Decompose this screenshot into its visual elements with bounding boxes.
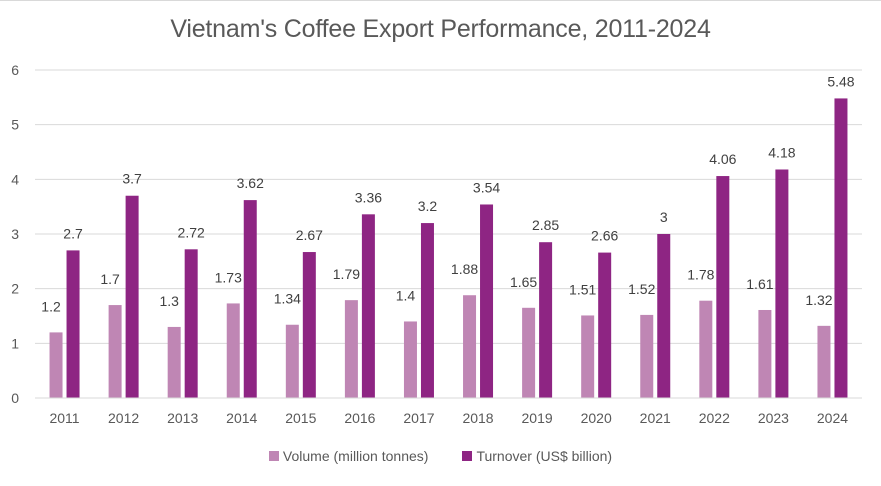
- data-label-turnover-2012: 3.7: [122, 171, 142, 187]
- bar-turnover-2016: [361, 214, 375, 398]
- data-label-turnover-2013: 2.72: [178, 224, 205, 240]
- data-label-volume-2015: 1.34: [274, 291, 301, 307]
- data-label-turnover-2023: 4.18: [768, 144, 795, 160]
- bar-turnover-2018: [480, 204, 494, 398]
- x-tick-label: 2016: [344, 410, 375, 426]
- bar-volume-2022: [699, 300, 713, 398]
- bar-volume-2018: [463, 295, 477, 398]
- data-label-turnover-2015: 2.67: [296, 227, 323, 243]
- data-label-volume-2017: 1.4: [396, 287, 416, 303]
- legend-item-volume: Volume (million tonnes): [268, 448, 429, 464]
- legend-item-turnover: Turnover (US$ billion): [462, 448, 612, 464]
- data-label-turnover-2022: 4.06: [709, 151, 736, 167]
- data-label-volume-2023: 1.61: [746, 276, 773, 292]
- data-label-turnover-2024: 5.48: [827, 73, 854, 89]
- chart-plot-area: 0 1 2 3 4 5 6 1.2 2.7 2011 1.7 3.7 2012 1.3 2.72 2013 1.…: [11, 62, 862, 426]
- data-label-volume-2021: 1.52: [628, 281, 655, 297]
- x-tick-label: 2011: [49, 410, 79, 426]
- x-tick-label: 2022: [699, 410, 730, 426]
- data-label-volume-2013: 1.3: [159, 293, 179, 309]
- x-tick-label: 2020: [581, 410, 612, 426]
- legend-label-volume: Volume (million tonnes): [282, 448, 429, 464]
- data-label-volume-2022: 1.78: [687, 267, 714, 283]
- data-label-turnover-2018: 3.54: [473, 179, 500, 195]
- x-tick-label: 2013: [167, 410, 198, 426]
- data-label-turnover-2014: 3.62: [237, 175, 264, 191]
- bar-turnover-2017: [420, 223, 434, 398]
- x-tick-label: 2015: [285, 410, 316, 426]
- x-tick-label: 2023: [758, 410, 789, 426]
- bar-turnover-2013: [184, 249, 198, 398]
- x-tick-label: 2021: [640, 410, 671, 426]
- data-label-volume-2019: 1.65: [510, 274, 537, 290]
- bar-turnover-2019: [539, 242, 553, 398]
- y-tick-label: 6: [11, 62, 19, 78]
- x-tick-label: 2012: [108, 410, 139, 426]
- y-tick-label: 0: [11, 390, 19, 406]
- bar-turnover-2023: [775, 169, 789, 398]
- bar-volume-2016: [344, 300, 358, 398]
- legend-swatch-turnover: [462, 451, 473, 461]
- x-tick-label: 2017: [403, 410, 434, 426]
- bar-turnover-2022: [716, 176, 730, 398]
- data-label-turnover-2021: 3: [660, 209, 668, 225]
- bar-volume-2013: [167, 326, 181, 398]
- y-tick-label: 3: [11, 226, 19, 242]
- bar-volume-2021: [640, 314, 654, 398]
- data-label-turnover-2016: 3.36: [355, 189, 382, 205]
- x-tick-label: 2018: [462, 410, 493, 426]
- legend-label-turnover: Turnover (US$ billion): [476, 448, 613, 464]
- data-label-volume-2016: 1.79: [333, 266, 360, 282]
- legend-swatch-volume: [268, 451, 279, 461]
- bar-volume-2015: [285, 324, 299, 398]
- data-label-turnover-2020: 2.66: [591, 228, 618, 244]
- bar-volume-2014: [226, 303, 240, 398]
- data-label-volume-2020: 1.51: [569, 281, 596, 297]
- bar-volume-2024: [817, 325, 831, 398]
- bar-turnover-2015: [302, 252, 316, 398]
- bar-turnover-2014: [243, 200, 257, 398]
- data-label-turnover-2019: 2.85: [532, 217, 559, 233]
- y-tick-label: 4: [11, 171, 19, 187]
- bar-volume-2011: [49, 332, 63, 398]
- data-label-volume-2012: 1.7: [100, 271, 120, 287]
- x-tick-label: 2024: [817, 410, 848, 426]
- data-label-volume-2018: 1.88: [451, 261, 478, 277]
- y-tick-label: 2: [11, 281, 19, 297]
- x-tick-label: 2019: [522, 410, 553, 426]
- bar-turnover-2021: [657, 234, 671, 398]
- y-tick-label: 5: [11, 117, 19, 133]
- bar-turnover-2011: [66, 250, 80, 398]
- chart-legend: Volume (million tonnes) Turnover (US$ bi…: [0, 448, 881, 464]
- bar-turnover-2024: [834, 98, 848, 398]
- data-label-turnover-2011: 2.7: [63, 225, 83, 241]
- chart-title: Vietnam's Coffee Export Performance, 201…: [170, 15, 711, 43]
- bar-volume-2017: [403, 321, 417, 398]
- bar-volume-2023: [758, 309, 772, 398]
- data-label-turnover-2017: 3.2: [418, 198, 438, 214]
- data-label-volume-2011: 1.2: [41, 298, 61, 314]
- bar-volume-2020: [581, 315, 595, 398]
- bar-turnover-2012: [125, 195, 139, 398]
- y-tick-label: 1: [11, 335, 19, 351]
- data-label-volume-2024: 1.32: [805, 292, 832, 308]
- x-tick-label: 2014: [226, 410, 257, 426]
- bar-volume-2019: [522, 307, 536, 398]
- bar-turnover-2020: [598, 252, 612, 398]
- data-label-volume-2014: 1.73: [215, 269, 242, 285]
- bar-volume-2012: [108, 305, 122, 398]
